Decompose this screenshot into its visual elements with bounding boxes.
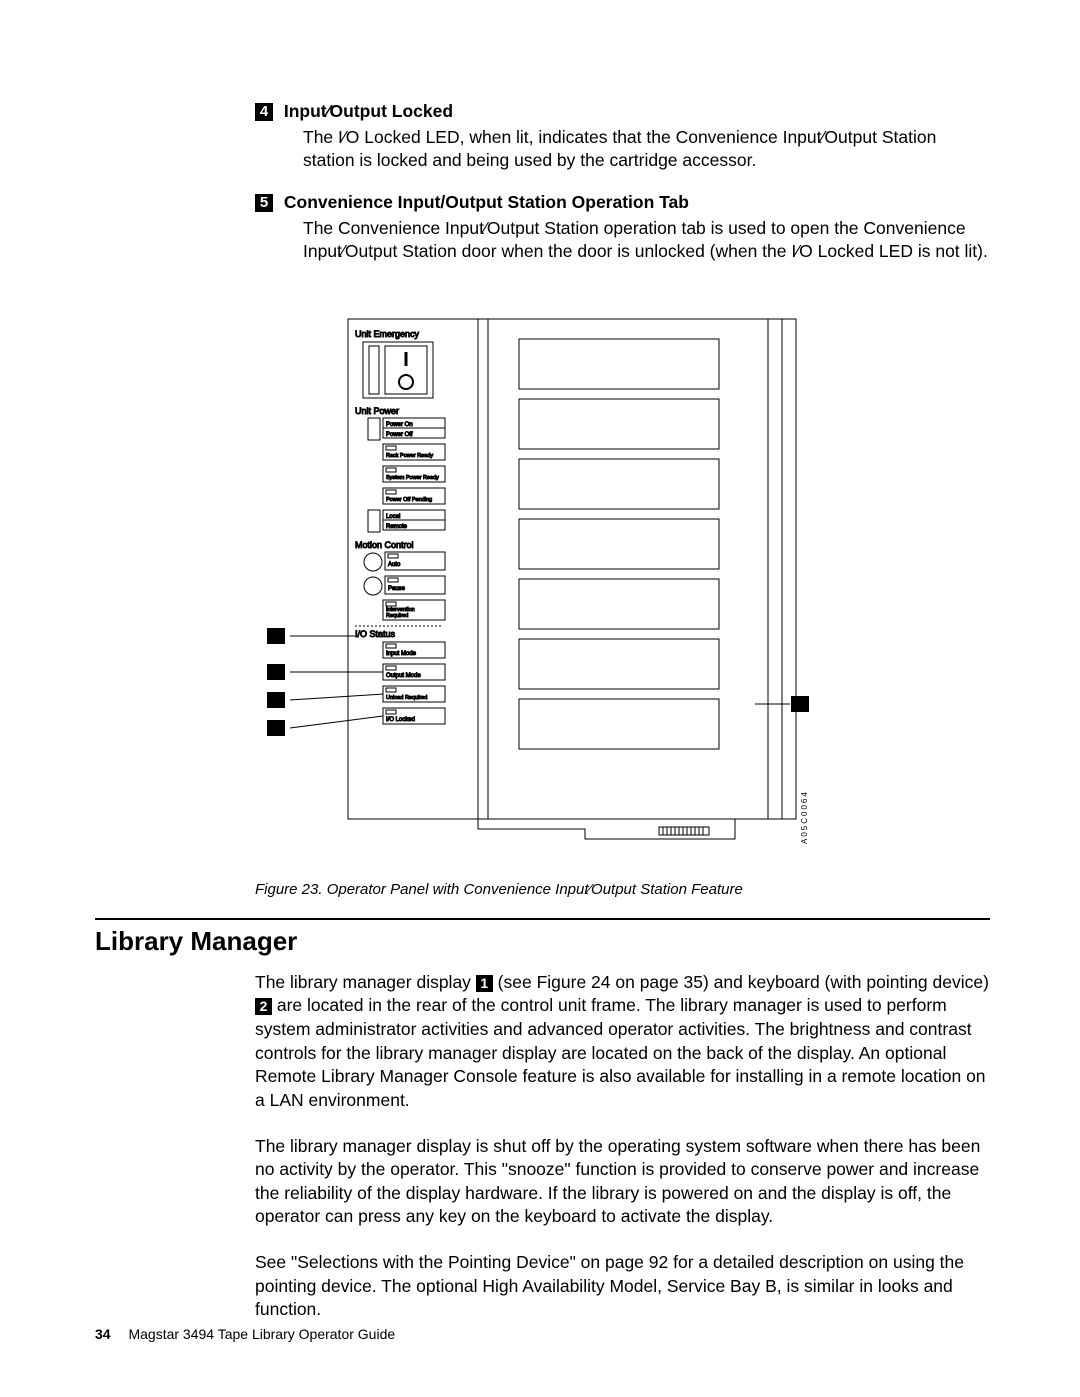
label-power-on: Power On: [386, 422, 413, 428]
label-unit-power: Unit Power: [355, 406, 399, 416]
footer-title: Magstar 3494 Tape Library Operator Guide: [128, 1326, 395, 1342]
operator-panel-diagram: Unit Emergency Unit Power Power On Power…: [255, 304, 815, 864]
label-required: Required: [386, 613, 408, 619]
item-4-description: The I⁄O Locked LED, when lit, indicates …: [303, 126, 990, 173]
heading-library-manager: Library Manager: [95, 926, 990, 957]
definition-item-4: 4 Input⁄Output Locked The I⁄O Locked LED…: [255, 100, 990, 173]
label-system-power-ready: System Power Ready: [386, 475, 439, 481]
label-local: Local: [386, 514, 400, 520]
label-power-off: Power Off: [386, 432, 413, 438]
label-motion-control: Motion Control: [355, 540, 414, 550]
inline-callout-2: 2: [255, 998, 272, 1015]
item-4-title: 4 Input⁄Output Locked: [255, 100, 990, 124]
callout-4: 4: [273, 721, 280, 735]
section-rule: [95, 918, 990, 920]
label-unload-required: Unload Required: [386, 695, 427, 701]
label-remote: Remote: [386, 524, 408, 530]
callout-1: 1: [273, 629, 280, 643]
label-output-mode: Output Mode: [386, 673, 421, 679]
p1-text-c: are located in the rear of the control u…: [255, 995, 986, 1110]
callout-2: 2: [273, 665, 280, 679]
item-5-title-text: Convenience Input/Output Station Operati…: [284, 192, 689, 212]
label-io-status: I/O Status: [355, 629, 396, 639]
label-io-locked: I/O Locked: [386, 717, 415, 723]
callout-number-4: 4: [255, 103, 273, 121]
item-5-description: The Convenience Input⁄Output Station ope…: [303, 217, 990, 264]
figure-23-caption: Figure 23. Operator Panel with Convenien…: [255, 881, 990, 898]
library-manager-para-1: The library manager display 1 (see Figur…: [255, 971, 990, 1113]
page-footer: 34 Magstar 3494 Tape Library Operator Gu…: [95, 1326, 395, 1342]
label-auto: Auto: [388, 562, 401, 568]
label-pause: Pause: [388, 586, 406, 592]
definition-item-5: 5 Convenience Input/Output Station Opera…: [255, 191, 990, 264]
figure-23: Unit Emergency Unit Power Power On Power…: [255, 304, 990, 869]
callout-3: 3: [273, 693, 280, 707]
page-number: 34: [95, 1326, 111, 1342]
library-manager-para-2: The library manager display is shut off …: [255, 1135, 990, 1230]
item-5-title: 5 Convenience Input/Output Station Opera…: [255, 191, 990, 215]
callout-number-5: 5: [255, 194, 273, 212]
label-unit-emergency: Unit Emergency: [355, 329, 420, 339]
callout-5: 5: [797, 697, 804, 711]
label-power-off-pending: Power Off Pending: [386, 497, 432, 503]
library-manager-para-3: See "Selections with the Pointing Device…: [255, 1251, 990, 1322]
figure-refcode: A05C0064: [800, 790, 809, 844]
label-input-mode: Input Mode: [386, 651, 417, 657]
label-rack-power-ready: Rack Power Ready: [386, 453, 433, 459]
p1-text-a: The library manager display: [255, 972, 476, 992]
item-4-title-text: Input⁄Output Locked: [284, 101, 453, 121]
p1-text-b: (see Figure 24 on page 35) and keyboard …: [498, 972, 989, 992]
inline-callout-1: 1: [476, 975, 493, 992]
